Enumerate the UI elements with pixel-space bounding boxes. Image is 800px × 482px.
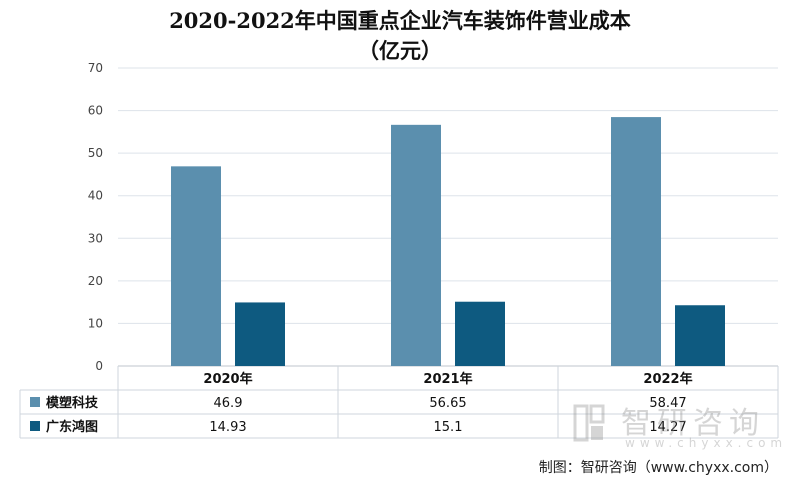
y-tick-label: 40 bbox=[88, 189, 103, 203]
legend-swatch bbox=[30, 421, 40, 431]
bar bbox=[611, 117, 661, 366]
y-tick-label: 70 bbox=[88, 61, 103, 75]
x-tick-label: 2022年 bbox=[643, 371, 692, 387]
chart-title-line1: 2020-2022年中国重点企业汽车装饰件营业成本 bbox=[169, 8, 631, 33]
data-label: 14.27 bbox=[649, 420, 686, 435]
bar bbox=[455, 301, 505, 366]
data-label: 46.9 bbox=[214, 396, 243, 411]
bar bbox=[675, 305, 725, 366]
chart-title-line2: （亿元） bbox=[358, 38, 442, 63]
y-tick-label: 50 bbox=[88, 146, 103, 160]
legend-label: 模塑科技 bbox=[46, 395, 99, 411]
x-tick-label: 2021年 bbox=[423, 371, 472, 387]
legend-label: 广东鸿图 bbox=[46, 419, 98, 435]
y-tick-label: 0 bbox=[95, 359, 103, 373]
y-tick-label: 10 bbox=[88, 316, 103, 330]
bar bbox=[235, 302, 285, 366]
chart-title: 2020-2022年中国重点企业汽车装饰件营业成本 （亿元） bbox=[0, 6, 800, 66]
y-tick-label: 20 bbox=[88, 274, 103, 288]
data-label: 15.1 bbox=[434, 420, 463, 435]
legend-swatch bbox=[30, 397, 40, 407]
bar bbox=[391, 124, 441, 366]
data-label: 56.65 bbox=[429, 396, 466, 411]
x-tick-label: 2020年 bbox=[203, 371, 252, 387]
y-tick-label: 60 bbox=[88, 104, 103, 118]
y-tick-label: 30 bbox=[88, 231, 103, 245]
data-label: 14.93 bbox=[209, 420, 246, 435]
data-label: 58.47 bbox=[649, 396, 686, 411]
source-note: 制图：智研咨询（www.chyxx.com） bbox=[538, 460, 778, 476]
bar bbox=[171, 166, 221, 366]
